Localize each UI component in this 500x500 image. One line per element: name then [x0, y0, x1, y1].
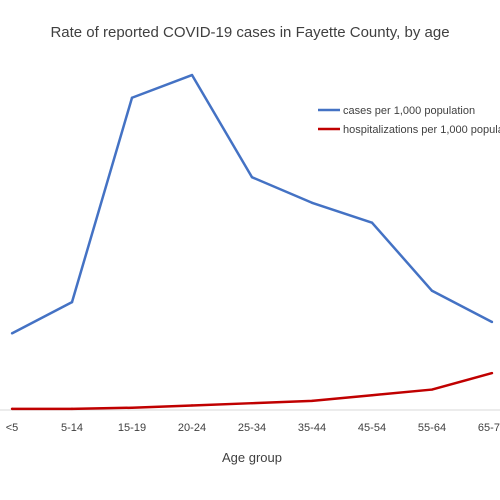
- x-tick-label: 5-14: [61, 422, 83, 434]
- series-1-point-1: [70, 407, 74, 411]
- series-1-point-5: [310, 399, 314, 403]
- legend-label-hospitalizations: hospitalizations per 1,000 population: [343, 124, 500, 136]
- chart-title: Rate of reported COVID-19 cases in Fayet…: [50, 24, 449, 41]
- x-tick-label: 55-64: [418, 422, 446, 434]
- series-1-point-0: [10, 407, 14, 411]
- series-1-point-4: [250, 401, 254, 405]
- series-0-point-5: [310, 201, 314, 204]
- series-layer: [10, 73, 494, 411]
- series-0-point-6: [370, 221, 374, 224]
- x-tick-label: <5: [6, 422, 19, 434]
- x-tick-label: 35-44: [298, 422, 326, 434]
- series-0-point-4: [250, 176, 254, 179]
- x-tick-label: 20-24: [178, 422, 206, 434]
- series-0-point-1: [70, 300, 74, 304]
- series-1-point-2: [130, 406, 134, 409]
- legend: cases per 1,000 population hospitalizati…: [318, 105, 500, 136]
- x-tick-label: 45-54: [358, 422, 386, 434]
- series-1-point-6: [370, 394, 374, 397]
- x-tick-labels: <5 5-14 15-19 20-24 25-34 35-44 45-54 55-64 65-7…: [6, 422, 500, 434]
- series-1-point-8: [490, 371, 494, 375]
- series-0-point-0: [10, 332, 14, 335]
- x-tick-label: 65-74: [478, 422, 500, 434]
- series-1-point-7: [430, 388, 434, 391]
- x-tick-label: 15-19: [118, 422, 146, 434]
- series-0-point-3: [190, 73, 194, 77]
- x-axis-label: Age group: [222, 450, 282, 465]
- x-tick-label: 25-34: [238, 422, 266, 434]
- legend-label-cases: cases per 1,000 population: [343, 105, 475, 117]
- series-0-point-8: [490, 320, 494, 324]
- series-0-point-7: [430, 289, 434, 292]
- series-1-point-3: [190, 404, 194, 407]
- series-0-point-2: [130, 96, 134, 99]
